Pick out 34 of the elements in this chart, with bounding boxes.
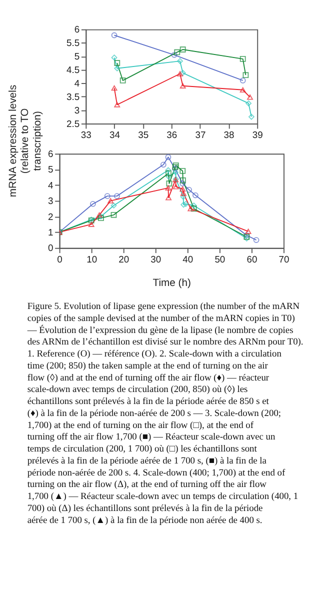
y-tick-label: 6 xyxy=(48,148,54,159)
x-tick-label: 0 xyxy=(57,253,62,264)
y-tick-label: 0 xyxy=(48,242,54,254)
y-tick-label: 6 xyxy=(74,24,80,35)
x-tick-label: 20 xyxy=(118,253,130,264)
y-tick-label: 1 xyxy=(48,226,54,238)
x-tick-label: 30 xyxy=(150,253,162,264)
x-tick-label: 50 xyxy=(214,253,226,264)
y-tick-label: 5.5 xyxy=(66,37,80,48)
x-axis-title: Time (h) xyxy=(152,278,191,290)
x-tick-label: 37 xyxy=(195,129,206,140)
x-tick-label: 60 xyxy=(246,253,258,264)
x-tick-label: 10 xyxy=(86,253,98,264)
x-tick-label: 38 xyxy=(224,129,234,140)
x-tick-label: 70 xyxy=(278,253,290,264)
caption: Figure 5. Evolution of lipase gene expression (the number of the mARN copies of the sample devised at the number of the mARN copies in T0) — Évolution de l’expression du gène de la lipase (le nombre de copies des ARNm de l’échantillon est divisé sur le nombre des ARNm pour T0). xyxy=(26,302,304,348)
y-tick-label: 2.5 xyxy=(66,118,80,129)
x-tick-label: 40 xyxy=(182,253,194,264)
y-tick-label: 5 xyxy=(48,164,54,175)
y-axis-title: mRNA expression levels (relative to TO transcription) xyxy=(8,84,44,198)
y-tick-label: 5 xyxy=(74,50,80,62)
x-tick-label: 36 xyxy=(166,129,178,140)
y-tick-label: 4 xyxy=(48,179,54,190)
x-tick-label: 34 xyxy=(110,129,120,140)
y-tick-label: 4.5 xyxy=(66,64,80,76)
x-tick-label: 33 xyxy=(80,129,92,140)
x-tick-label: 39 xyxy=(252,129,263,140)
y-tick-label: 3.5 xyxy=(66,90,80,102)
y-tick-label: 2 xyxy=(48,210,54,222)
y-tick-label: 3 xyxy=(74,104,80,116)
y-tick-label: 3 xyxy=(48,195,54,206)
text: 1. Reference (O) — référence (O). 2. Scale-down with a circulation time (200; 850) the taken sample at the end of turning on the air flow (◊) and at the end of turning off the air flow (♦) — réacteur scale-down avec temps de circulation (200, 850) où (◊) les échantillons sont prélevés à la fin de la période aérée de 850 s et (♦) à la fin de la période non-aérée de 200 s — 3. Scale-down (200; 1,700) at the end of turning on the air flow (□), at the end of turning off the air flow 1,700 (■) — Réacteur scale-down avec un temps de circulation (200, 1 700) où (□) les échantillons sont prélevés à la fin de la période aérée de 1 700 s, (■) à la fin de la période non-aérée de 200 s. 4. Scale-down (400; 1,700) at the end of turning on the air flow (Δ), at the end of turning off the air flow 1,700 (▲) — Réacteur scale-down avec un temps de circulation (400, 1 700) où (Δ) les échantillons sont prélevés à la fin de la période aérée de 1 700 s, (▲) à la fin de la période non aérée de 400 s. xyxy=(27,350,298,526)
y-tick-label: 4 xyxy=(74,77,80,88)
x-tick-label: 35 xyxy=(138,129,149,140)
